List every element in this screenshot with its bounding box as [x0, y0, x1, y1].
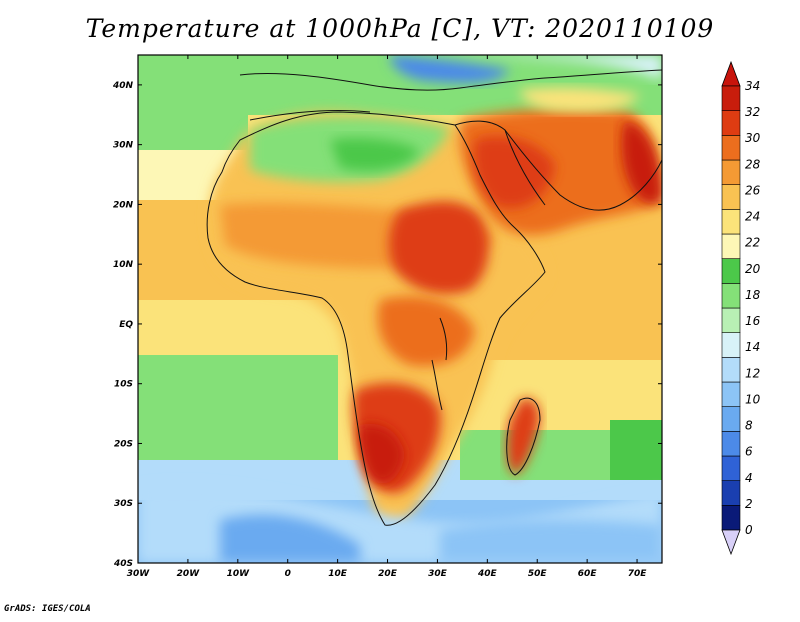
lon-label: 70E — [628, 569, 648, 579]
colorbar-swatch — [721, 85, 741, 111]
map-frame — [137, 54, 663, 564]
colorbar-swatch — [721, 135, 741, 161]
colorbar-label: 4 — [745, 471, 753, 485]
colorbar-swatch — [721, 159, 741, 185]
colorbar-label: 26 — [745, 183, 761, 197]
colorbar-swatch — [721, 480, 741, 506]
colorbar-label: 12 — [745, 366, 760, 380]
lat-label: 10N — [113, 260, 134, 270]
coastline-outline — [206, 69, 662, 526]
lat-label: EQ — [119, 320, 133, 330]
colorbar-swatch — [721, 233, 741, 259]
colorbar-swatch — [721, 431, 741, 457]
colorbar-label: 2 — [745, 497, 753, 511]
colorbar-label: 22 — [745, 236, 760, 250]
colorbar-label: 32 — [745, 105, 760, 119]
lat-label: 40N — [112, 81, 134, 91]
colorbar-swatch — [721, 307, 741, 333]
colorbar-swatch — [721, 332, 741, 358]
lon-label: 60E — [578, 569, 598, 579]
colorbar-label: 30 — [745, 131, 761, 145]
colorbar-label: 34 — [745, 79, 760, 93]
colorbar-label: 8 — [745, 419, 753, 433]
lon-label: 0 — [285, 569, 291, 579]
colorbar-label: 28 — [745, 157, 761, 171]
lon-label: 10W — [227, 569, 251, 579]
colorbar-swatch — [721, 283, 741, 309]
colorbar-swatch — [721, 406, 741, 432]
colorbar-under-triangle — [721, 529, 741, 556]
temperature-field — [138, 55, 662, 563]
colorbar-swatch — [721, 110, 741, 136]
colorbar-label: 20 — [745, 262, 761, 276]
lon-label: 50E — [528, 569, 548, 579]
lon-label: 40E — [477, 569, 498, 579]
colorbar-swatch — [721, 455, 741, 481]
credit-text: GrADS: IGES/COLA — [4, 604, 91, 614]
colorbar-swatch — [721, 505, 741, 531]
colorbar-label: 14 — [745, 340, 760, 354]
colorbar-swatch — [721, 357, 741, 383]
colorbar — [721, 60, 741, 556]
lat-label: 30S — [114, 499, 133, 509]
colorbar-label: 18 — [745, 288, 761, 302]
lat-label: 30N — [113, 141, 134, 151]
axis-ticks — [137, 55, 662, 564]
latitude-labels: 40N 30N 20N 10N EQ 10S 20S 30S 40S — [112, 81, 134, 569]
lat-label: 20S — [114, 439, 133, 449]
colorbar-label: 6 — [745, 445, 753, 459]
lat-label: 20N — [113, 200, 134, 210]
colorbar-label: 16 — [745, 314, 761, 328]
colorbar-swatch — [721, 184, 741, 210]
colorbar-swatch — [721, 381, 741, 407]
lat-label: 40S — [113, 559, 133, 569]
colorbar-label: 24 — [745, 210, 760, 224]
lon-label: 30W — [127, 569, 151, 579]
colorbar-swatch — [721, 258, 741, 284]
lon-label: 20E — [378, 569, 398, 579]
lon-label: 20W — [177, 569, 201, 579]
longitude-labels: 30W 20W 10W 0 10E 20E 30E 40E 50E 60E 70E — [127, 569, 647, 579]
lat-label: 10S — [114, 380, 133, 390]
colorbar-over-triangle — [721, 60, 741, 87]
colorbar-label: 0 — [745, 523, 753, 537]
colorbar-label: 10 — [745, 392, 761, 406]
colorbar-swatch — [721, 209, 741, 235]
lon-label: 30E — [428, 569, 448, 579]
map-title: Temperature at 1000hPa [C], VT: 20201101… — [85, 14, 715, 43]
lon-label: 10E — [328, 569, 348, 579]
